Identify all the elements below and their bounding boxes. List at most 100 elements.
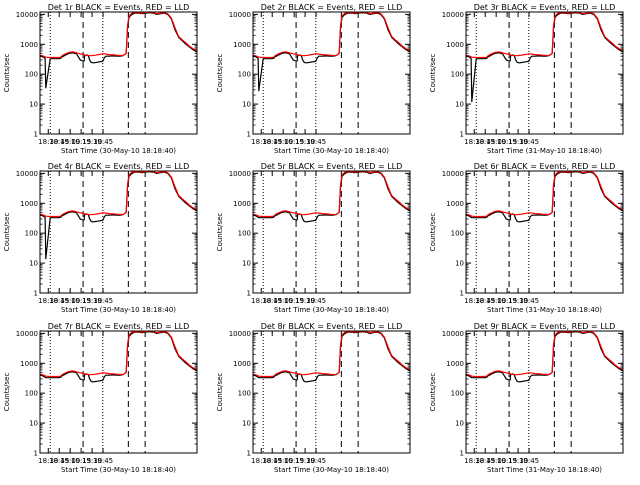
x-tick-label: 19:45 bbox=[93, 297, 113, 305]
x-tick-label: 19:15 bbox=[497, 297, 517, 305]
x-tick-label: 19:30 bbox=[82, 297, 102, 305]
x-tick-label: 18:45 bbox=[49, 457, 69, 465]
x-tick-label: 19:00 bbox=[60, 457, 80, 465]
series-events-line bbox=[252, 171, 411, 223]
x-tick-label: 18:30 bbox=[464, 457, 484, 465]
x-tick-label: 19:15 bbox=[71, 297, 91, 305]
x-tick-label: 18:45 bbox=[475, 457, 495, 465]
series-events-line bbox=[465, 171, 624, 223]
y-tick-label: 1 bbox=[34, 450, 38, 458]
x-tick-label: 19:30 bbox=[508, 457, 528, 465]
x-tick-label: 19:30 bbox=[295, 457, 315, 465]
y-tick-label: 10000 bbox=[229, 170, 251, 178]
y-tick-label: 10000 bbox=[442, 170, 464, 178]
y-axis-label: Counts/sec bbox=[429, 213, 437, 252]
x-tick-label: 18:45 bbox=[49, 297, 69, 305]
x-tick-label: 19:15 bbox=[497, 457, 517, 465]
x-axis-label: Start Time (30-May-10 18:18:40) bbox=[274, 147, 389, 155]
x-tick-label: 19:45 bbox=[519, 138, 539, 146]
y-tick-label: 100 bbox=[451, 71, 464, 79]
series-lld-line bbox=[465, 330, 624, 378]
y-tick-label: 1 bbox=[247, 290, 251, 298]
panel-3: 1 10 100 1000 10000 18:3018:4519:0019:1519:30… bbox=[429, 3, 624, 155]
y-tick-label: 1000 bbox=[20, 200, 38, 208]
x-tick-label: 18:30 bbox=[251, 138, 271, 146]
x-tick-label: 19:00 bbox=[273, 297, 293, 305]
y-axis-label: Counts/sec bbox=[216, 373, 224, 412]
x-tick-label: 19:45 bbox=[93, 138, 113, 146]
y-tick-label: 1000 bbox=[233, 41, 251, 49]
y-tick-label: 1000 bbox=[233, 360, 251, 368]
y-tick-label: 10000 bbox=[16, 11, 38, 19]
y-axis-label: Counts/sec bbox=[429, 54, 437, 93]
y-tick-label: 1 bbox=[247, 131, 251, 139]
y-axis-label: Counts/sec bbox=[429, 373, 437, 412]
x-tick-label: 19:00 bbox=[486, 457, 506, 465]
x-tick-label: 18:30 bbox=[464, 138, 484, 146]
x-tick-label: 18:45 bbox=[49, 138, 69, 146]
plot-frame bbox=[465, 330, 624, 454]
y-tick-label: 1 bbox=[460, 131, 464, 139]
series-lld-line bbox=[39, 170, 198, 218]
y-tick-label: 100 bbox=[238, 390, 251, 398]
series-lld-line bbox=[39, 330, 198, 378]
panel-6: 1 10 100 1000 10000 18:3018:4519:0019:1519:30… bbox=[429, 162, 624, 314]
y-tick-label: 10 bbox=[455, 101, 464, 109]
y-tick-label: 1 bbox=[34, 290, 38, 298]
y-tick-label: 10 bbox=[29, 420, 38, 428]
x-tick-label: 19:15 bbox=[284, 457, 304, 465]
y-tick-label: 1000 bbox=[446, 41, 464, 49]
plot-frame bbox=[39, 11, 198, 135]
y-tick-label: 1000 bbox=[20, 360, 38, 368]
series-lld-line bbox=[252, 170, 411, 218]
x-tick-label: 18:30 bbox=[38, 457, 58, 465]
x-tick-label: 18:45 bbox=[262, 297, 282, 305]
y-tick-label: 100 bbox=[25, 230, 38, 238]
plot-frame bbox=[39, 330, 198, 454]
x-axis-label: Start Time (30-May-10 18:18:40) bbox=[274, 306, 389, 314]
y-tick-label: 10000 bbox=[442, 11, 464, 19]
panel-5: 1 10 100 1000 10000 18:3018:4519:0019:1519:30… bbox=[216, 162, 411, 314]
x-tick-label: 19:00 bbox=[486, 297, 506, 305]
panel-title: Det 5r BLACK = Events, RED = LLD bbox=[261, 162, 403, 171]
x-tick-label: 18:45 bbox=[262, 457, 282, 465]
x-axis-label: Start Time (30-May-10 18:18:40) bbox=[61, 147, 176, 155]
x-tick-label: 19:15 bbox=[284, 297, 304, 305]
plot-frame bbox=[252, 330, 411, 454]
x-tick-label: 19:30 bbox=[82, 138, 102, 146]
y-tick-label: 1 bbox=[460, 450, 464, 458]
x-tick-label: 19:00 bbox=[273, 457, 293, 465]
y-axis-label: Counts/sec bbox=[3, 373, 11, 412]
panel-8: 1 10 100 1000 10000 18:3018:4519:0019:1519:30… bbox=[216, 322, 411, 474]
x-tick-label: 18:30 bbox=[38, 297, 58, 305]
series-events-line bbox=[252, 12, 411, 92]
y-tick-label: 100 bbox=[451, 390, 464, 398]
y-tick-label: 1000 bbox=[446, 360, 464, 368]
x-tick-label: 19:00 bbox=[60, 297, 80, 305]
x-tick-label: 19:45 bbox=[93, 457, 113, 465]
x-tick-label: 19:15 bbox=[497, 138, 517, 146]
y-tick-label: 10 bbox=[455, 260, 464, 268]
x-tick-label: 19:45 bbox=[306, 138, 326, 146]
series-lld-line bbox=[39, 11, 198, 59]
panel-title: Det 6r BLACK = Events, RED = LLD bbox=[474, 162, 616, 171]
x-tick-label: 19:00 bbox=[486, 138, 506, 146]
x-tick-label: 18:30 bbox=[464, 297, 484, 305]
x-tick-label: 18:30 bbox=[251, 457, 271, 465]
panel-2: 1 10 100 1000 10000 18:3018:4519:0019:1519:30… bbox=[216, 3, 411, 155]
x-tick-label: 19:30 bbox=[508, 297, 528, 305]
x-axis-label: Start Time (30-May-10 18:18:40) bbox=[274, 466, 389, 474]
series-events-line bbox=[465, 12, 624, 103]
panel-title: Det 3r BLACK = Events, RED = LLD bbox=[474, 3, 616, 12]
series-lld-line bbox=[252, 330, 411, 378]
plot-frame bbox=[39, 170, 198, 294]
panel-title: Det 9r BLACK = Events, RED = LLD bbox=[474, 322, 616, 331]
panel-title: Det 7r BLACK = Events, RED = LLD bbox=[48, 322, 190, 331]
panel-title: Det 2r BLACK = Events, RED = LLD bbox=[261, 3, 403, 12]
panel-title: Det 8r BLACK = Events, RED = LLD bbox=[261, 322, 403, 331]
x-tick-label: 18:45 bbox=[475, 138, 495, 146]
y-tick-label: 100 bbox=[25, 390, 38, 398]
x-tick-label: 19:45 bbox=[306, 297, 326, 305]
